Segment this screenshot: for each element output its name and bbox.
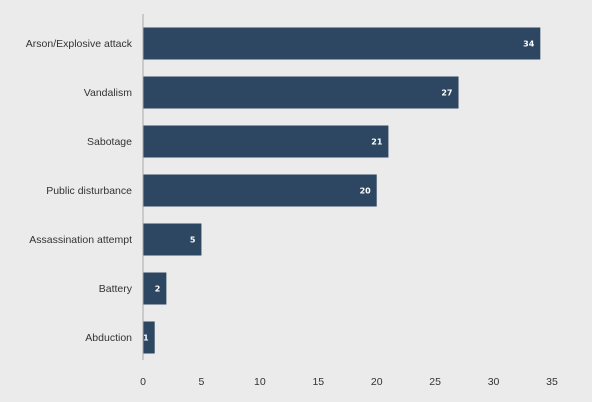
x-tick-label: 35 bbox=[546, 376, 558, 388]
bar bbox=[143, 76, 459, 109]
category-labels: Arson/Explosive attack Vandalism Sabotage P… bbox=[26, 38, 133, 344]
bar bbox=[143, 272, 167, 305]
category-label: Arson/Explosive attack bbox=[26, 38, 133, 50]
x-tick-label: 30 bbox=[488, 376, 500, 388]
data-label: 2 bbox=[155, 285, 161, 294]
category-label: Sabotage bbox=[87, 136, 132, 148]
x-axis: 0 5 10 15 20 25 30 35 bbox=[140, 14, 558, 388]
bar bbox=[143, 27, 541, 60]
data-label: 34 bbox=[523, 40, 535, 49]
x-tick-label: 20 bbox=[371, 376, 383, 388]
data-label: 20 bbox=[360, 187, 372, 196]
category-label: Vandalism bbox=[84, 87, 132, 99]
data-label: 1 bbox=[143, 334, 149, 343]
bar bbox=[143, 125, 389, 158]
data-label: 27 bbox=[441, 89, 452, 98]
category-label: Assassination attempt bbox=[29, 234, 132, 246]
x-tick-label: 0 bbox=[140, 376, 146, 388]
bar bbox=[143, 223, 202, 256]
data-label: 5 bbox=[190, 236, 196, 245]
x-tick-label: 25 bbox=[429, 376, 441, 388]
bar bbox=[143, 321, 155, 354]
x-tick-label: 10 bbox=[254, 376, 266, 388]
bar bbox=[143, 174, 377, 207]
category-label: Abduction bbox=[85, 332, 132, 344]
x-tick-label: 5 bbox=[199, 376, 205, 388]
x-tick-label: 15 bbox=[312, 376, 324, 388]
data-label: 21 bbox=[371, 138, 383, 147]
category-label: Battery bbox=[99, 283, 133, 295]
bars-layer bbox=[143, 27, 541, 354]
category-label: Public disturbance bbox=[46, 185, 132, 197]
